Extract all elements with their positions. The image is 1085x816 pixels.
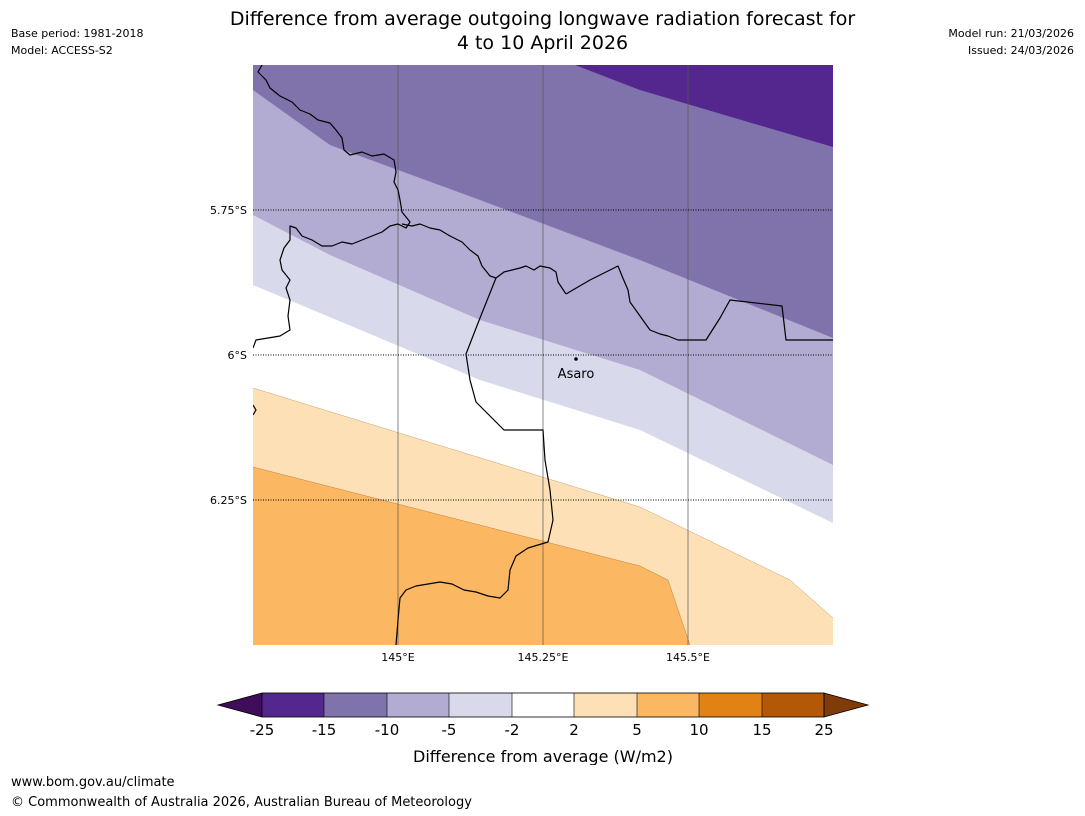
colorbar-segment-minus-5 bbox=[449, 693, 512, 717]
model-run-date: Model run: 21/03/2026 bbox=[948, 27, 1074, 40]
colorbar-outline bbox=[261, 692, 825, 718]
colorbar-label: Difference from average (W/m2) bbox=[413, 747, 673, 765]
boundary-east bbox=[565, 265, 833, 341]
longitude-labels: 145°E 145.25°E 145.5°E bbox=[381, 651, 710, 664]
colorbar-segment-minus-15 bbox=[324, 693, 387, 717]
footer-copyright: © Commonwealth of Australia 2026, Austra… bbox=[11, 795, 472, 810]
colorbar-dividers bbox=[323, 693, 763, 717]
lon-label-145-5e: 145.5°E bbox=[666, 651, 710, 664]
map-title-line-1: Difference from average outgoing longwav… bbox=[229, 8, 856, 30]
band-edge-plus-2 bbox=[253, 387, 833, 619]
anomaly-map: Asaro 5.75°S 6°S 6.25°S 145°E 145.25°E 1… bbox=[210, 65, 833, 664]
boundary-west-stub bbox=[253, 404, 257, 416]
forecast-metadata-left: Base period: 1981-2018 Model: ACCESS-S2 bbox=[11, 25, 143, 59]
colorbar-segment-neutral bbox=[512, 693, 574, 717]
forecast-metadata-right: Model run: 21/03/2026 Issued: 24/03/2026 bbox=[948, 25, 1074, 59]
lat-label-6-25s: 6.25°S bbox=[210, 494, 247, 507]
asaro-label: Asaro bbox=[558, 367, 595, 382]
band-plus-5-to-plus-10 bbox=[253, 467, 690, 645]
band-minus-25-to-minus-15 bbox=[575, 65, 833, 147]
colorbar: -25 -15 -10 -5 -2 2 5 10 15 25 Differenc… bbox=[216, 692, 870, 765]
boundary-central-divide bbox=[395, 277, 554, 645]
map-title: Difference from average outgoing longwav… bbox=[160, 7, 925, 55]
lat-label-5-75s: 5.75°S bbox=[210, 204, 247, 217]
lon-label-145e: 145°E bbox=[381, 651, 414, 664]
province-boundaries bbox=[253, 65, 833, 645]
colorbar-segment-plus-5 bbox=[637, 693, 699, 717]
lat-label-6s: 6°S bbox=[228, 349, 247, 362]
asaro-location-dot bbox=[574, 357, 578, 361]
colorbar-tick: 25 bbox=[814, 721, 833, 739]
band-edge-plus-5 bbox=[253, 466, 691, 645]
colorbar-segment-plus-10 bbox=[699, 693, 762, 717]
colorbar-tick: -5 bbox=[442, 721, 457, 739]
colorbar-tick: 2 bbox=[569, 721, 579, 739]
colorbar-tick: -2 bbox=[505, 721, 520, 739]
latitude-gridlines bbox=[253, 209, 833, 501]
colorbar-segment-plus-15 bbox=[762, 693, 824, 717]
issued-date: Issued: 24/03/2026 bbox=[967, 44, 1074, 57]
colorbar-tick: -25 bbox=[250, 721, 275, 739]
colorbar-segment-minus-10 bbox=[387, 693, 449, 717]
base-period: Base period: 1981-2018 bbox=[11, 27, 144, 40]
colorbar-arrow-high bbox=[823, 692, 870, 718]
colorbar-tick-labels: -25 -15 -10 -5 -2 2 5 10 15 25 bbox=[250, 721, 834, 739]
colorbar-tick: 5 bbox=[632, 721, 642, 739]
colorbar-tick: 15 bbox=[752, 721, 771, 739]
colorbar-arrow-low bbox=[216, 692, 263, 718]
map-title-line-2: 4 to 10 April 2026 bbox=[456, 32, 629, 54]
lon-label-145-25e: 145.25°E bbox=[518, 651, 569, 664]
colorbar-tick: 10 bbox=[689, 721, 708, 739]
colorbar-segment-plus-2 bbox=[574, 693, 637, 717]
boundary-northwest bbox=[253, 65, 411, 349]
colorbar-segment-minus-25 bbox=[262, 693, 324, 717]
colorbar-tick: -15 bbox=[312, 721, 337, 739]
latitude-labels: 5.75°S 6°S 6.25°S bbox=[210, 204, 247, 507]
colorbar-tick: -10 bbox=[375, 721, 400, 739]
model-name: Model: ACCESS-S2 bbox=[11, 44, 113, 57]
footer-url: www.bom.gov.au/climate bbox=[11, 775, 175, 790]
